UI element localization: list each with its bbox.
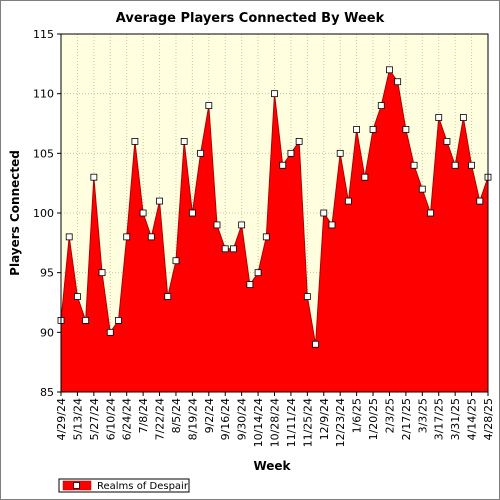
data-point bbox=[386, 66, 393, 74]
data-point bbox=[246, 281, 254, 289]
x-tick-label: 3/31/25 bbox=[449, 398, 462, 440]
data-point bbox=[131, 137, 139, 145]
data-point bbox=[230, 245, 237, 253]
x-axis-label: Week bbox=[253, 459, 291, 473]
data-point bbox=[459, 114, 467, 121]
data-point bbox=[172, 257, 180, 265]
data-point bbox=[394, 78, 402, 86]
data-point bbox=[320, 209, 328, 217]
data-point bbox=[74, 293, 81, 300]
data-point bbox=[345, 197, 352, 205]
series-markers bbox=[57, 66, 492, 348]
data-point bbox=[205, 102, 213, 109]
data-point bbox=[180, 137, 188, 145]
legend-marker bbox=[73, 482, 80, 489]
x-tick-label: 3/17/25 bbox=[433, 398, 446, 440]
x-tick-label: 6/10/24 bbox=[104, 398, 117, 440]
x-tick-label: 5/13/24 bbox=[71, 398, 84, 440]
y-axis: 85 90 95 100 105 110 115 bbox=[33, 28, 61, 399]
data-point bbox=[287, 149, 295, 157]
y-tick-label: 115 bbox=[33, 28, 54, 41]
y-tick-label: 85 bbox=[40, 386, 54, 399]
data-point bbox=[254, 269, 262, 277]
data-point bbox=[369, 126, 377, 133]
data-point bbox=[443, 137, 451, 145]
x-tick-label: 10/14/24 bbox=[252, 398, 265, 447]
x-tick-label: 9/2/24 bbox=[203, 398, 216, 433]
x-tick-label: 12/9/24 bbox=[318, 398, 331, 440]
data-point bbox=[361, 173, 369, 181]
data-point bbox=[115, 316, 122, 324]
x-tick-label: 2/3/25 bbox=[383, 398, 396, 433]
data-point bbox=[65, 233, 73, 241]
x-tick-label: 8/19/24 bbox=[186, 398, 199, 440]
y-tick-label: 100 bbox=[33, 207, 54, 220]
data-point bbox=[188, 209, 196, 217]
data-point bbox=[353, 126, 361, 133]
x-tick-label: 9/30/24 bbox=[236, 398, 249, 440]
data-point bbox=[279, 161, 287, 169]
data-point bbox=[476, 197, 484, 205]
data-point bbox=[156, 197, 163, 205]
y-tick-label: 105 bbox=[33, 147, 54, 160]
data-point bbox=[336, 149, 344, 157]
x-tick-label: 4/28/25 bbox=[482, 398, 495, 440]
data-point bbox=[262, 233, 270, 241]
data-point bbox=[147, 233, 155, 241]
data-point bbox=[303, 293, 311, 300]
x-tick-label: 1/20/25 bbox=[367, 398, 380, 440]
legend: Realms of Despair bbox=[58, 478, 190, 493]
x-tick-label: 4/14/25 bbox=[466, 398, 479, 440]
data-point bbox=[418, 185, 426, 193]
x-tick-label: 3/3/25 bbox=[416, 398, 429, 433]
legend-box bbox=[58, 478, 190, 493]
data-point bbox=[402, 126, 410, 133]
data-point bbox=[213, 221, 221, 229]
data-point bbox=[468, 161, 475, 169]
data-point bbox=[106, 328, 114, 336]
data-point bbox=[139, 209, 147, 217]
x-tick-label: 1/6/25 bbox=[351, 398, 364, 433]
data-point bbox=[123, 233, 131, 241]
data-point bbox=[435, 114, 443, 121]
data-point bbox=[90, 173, 98, 181]
x-tick-label: 11/25/24 bbox=[301, 398, 314, 447]
x-axis: 4/29/24 5/13/24 5/27/24 6/10/24 6/24/24 7/8/2… bbox=[55, 392, 495, 447]
data-point bbox=[271, 90, 278, 98]
data-point bbox=[98, 269, 106, 277]
y-axis-label: Players Connected bbox=[8, 150, 22, 276]
x-tick-label: 10/28/24 bbox=[269, 398, 282, 447]
legend-entry: Realms of Despair bbox=[97, 481, 189, 492]
data-point bbox=[295, 137, 303, 145]
x-tick-label: 9/16/24 bbox=[219, 398, 232, 440]
data-point bbox=[377, 102, 385, 109]
x-tick-label: 7/22/24 bbox=[154, 398, 167, 440]
x-tick-label: 2/17/25 bbox=[400, 398, 413, 440]
x-tick-label: 7/8/24 bbox=[137, 398, 150, 433]
x-tick-label: 5/27/24 bbox=[88, 398, 101, 440]
data-point bbox=[410, 161, 418, 169]
y-tick-label: 110 bbox=[33, 88, 54, 101]
chart-title: Average Players Connected By Week bbox=[116, 11, 385, 26]
data-point bbox=[238, 221, 246, 229]
data-point bbox=[328, 221, 336, 229]
y-tick-label: 95 bbox=[40, 267, 54, 280]
data-point bbox=[82, 316, 90, 324]
data-point bbox=[312, 340, 319, 348]
data-point bbox=[197, 149, 204, 157]
x-tick-label: 6/24/24 bbox=[121, 398, 134, 440]
x-tick-label: 4/29/24 bbox=[55, 398, 68, 440]
data-point bbox=[221, 245, 229, 253]
x-tick-label: 11/11/24 bbox=[285, 398, 298, 447]
x-tick-label: 8/5/24 bbox=[170, 398, 183, 433]
data-point bbox=[427, 209, 434, 217]
series-area bbox=[60, 68, 489, 393]
x-tick-label: 12/23/24 bbox=[334, 398, 347, 447]
data-point bbox=[164, 293, 172, 300]
y-tick-label: 90 bbox=[40, 326, 54, 339]
data-point bbox=[451, 161, 459, 169]
